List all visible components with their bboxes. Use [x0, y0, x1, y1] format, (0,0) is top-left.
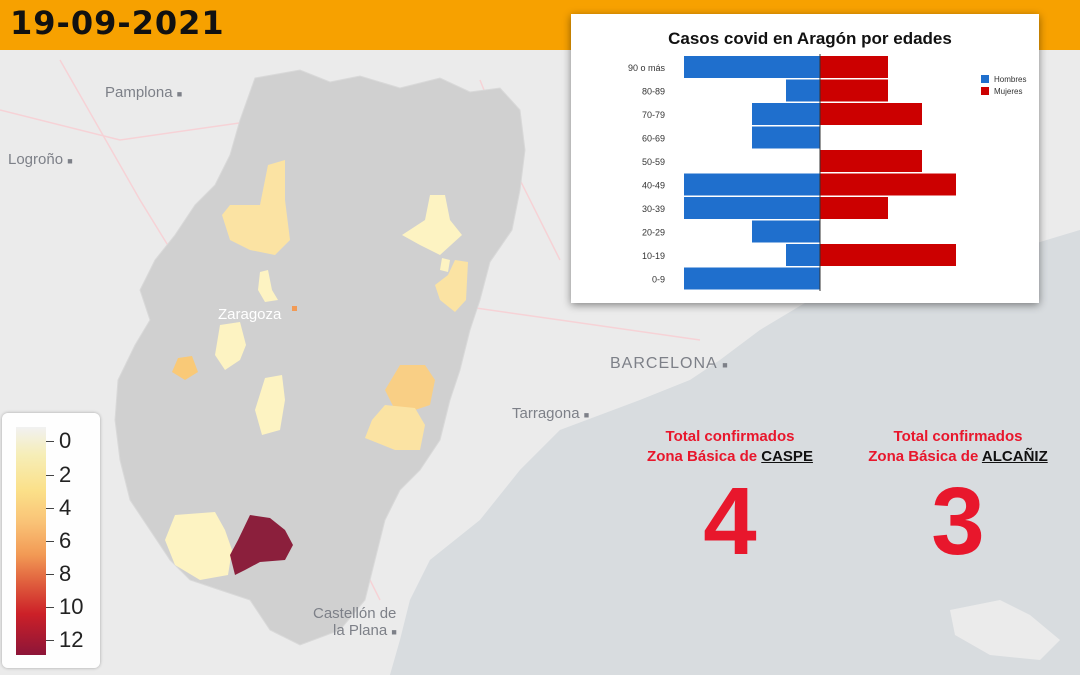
color-scale-gradient [16, 427, 46, 655]
category-label: 30-39 [642, 204, 665, 214]
stat-title: Total confirmados [665, 428, 795, 445]
zone-c[interactable] [435, 260, 468, 312]
city-label-tarragona: Tarragona ■ [512, 405, 590, 422]
legend-label: 10 [59, 594, 84, 619]
zone-d[interactable] [258, 270, 278, 302]
bar-hombres [684, 173, 820, 196]
bar-hombres [786, 79, 820, 102]
legend-tick [46, 607, 54, 608]
legend-tick [46, 640, 54, 641]
stat-caspe: Total confirmados Zona Básica de CASPE 4 [610, 427, 850, 577]
bar-hombres [752, 126, 820, 149]
bar-hombres [786, 244, 820, 266]
category-label: 20-29 [642, 228, 665, 238]
stat-zona-name: ALCAÑIZ [981, 448, 1048, 465]
legend-tick [46, 541, 54, 542]
legend-tick [46, 475, 54, 476]
stat-value: 4 [703, 468, 757, 575]
legend-label: 0 [59, 428, 72, 453]
city-label-castellon: Castellón de [313, 605, 397, 622]
legend-swatch [981, 75, 989, 83]
city-label-logrono: Logroño ■ [8, 151, 73, 168]
aragon-region[interactable] [114, 69, 526, 646]
color-scale-legend: 0 2 4 6 8 10 12 [2, 413, 100, 668]
date-label: 19-09-2021 [10, 4, 225, 42]
bar-mujeres [820, 150, 922, 172]
category-label: 40-49 [642, 181, 665, 191]
stat-zona-name: CASPE [761, 448, 813, 465]
zone-a[interactable] [222, 160, 290, 255]
zone-high[interactable] [230, 515, 293, 575]
bar-mujeres [820, 56, 888, 78]
bar-mujeres [820, 103, 922, 125]
legend-label: 4 [59, 495, 72, 520]
bar-hombres [684, 197, 820, 219]
stat-title: Total confirmados [893, 428, 1023, 445]
bar-mujeres [820, 197, 888, 219]
zone-e[interactable] [215, 322, 246, 370]
category-label: 0-9 [652, 275, 665, 285]
legend-swatch [981, 87, 989, 95]
city-label-barcelona: BARCELONA ■ [610, 355, 729, 372]
zone-f[interactable] [172, 356, 198, 380]
bar-hombres [684, 56, 820, 78]
age-pyramid-chart: Casos covid en Aragón por edades 90 o más… [628, 29, 1026, 291]
bar-hombres [684, 267, 820, 290]
category-label: 90 o más [628, 63, 666, 73]
category-label: 80-89 [642, 87, 665, 97]
city-label-zaragoza: Zaragoza [218, 306, 282, 323]
legend-label: 8 [59, 561, 72, 586]
legend-tick [46, 441, 54, 442]
island [950, 600, 1060, 660]
bar-mujeres [820, 79, 888, 102]
zone-marker [292, 306, 297, 311]
city-label-pamplona: Pamplona ■ [105, 84, 183, 101]
city-label-la-plana: la Plana ■ [333, 622, 397, 639]
category-label: 50-59 [642, 157, 665, 167]
age-chart-card: Casos covid en Aragón por edades 90 o más… [571, 14, 1039, 303]
zone-i[interactable] [365, 405, 425, 450]
bar-mujeres [820, 244, 956, 266]
legend-label: 2 [59, 462, 72, 487]
legend-entry: Mujeres [994, 87, 1022, 96]
stat-alcaniz: Total confirmados Zona Básica de ALCAÑIZ… [838, 427, 1078, 577]
stat-subtitle: Zona Básica de ALCAÑIZ [868, 448, 1048, 465]
bar-hombres [752, 103, 820, 125]
chart-title: Casos covid en Aragón por edades [668, 29, 952, 48]
sea-area [390, 230, 1080, 675]
category-label: 10-19 [642, 251, 665, 261]
bar-hombres [752, 220, 820, 243]
stat-value: 3 [931, 468, 985, 575]
legend-label: 6 [59, 528, 72, 553]
legend-tick [46, 574, 54, 575]
legend-entry: Hombres [994, 75, 1026, 84]
category-label: 70-79 [642, 110, 665, 120]
zone-b[interactable] [402, 195, 462, 255]
legend-label: 12 [59, 627, 84, 652]
bar-mujeres [820, 173, 956, 196]
zone-j[interactable] [165, 512, 232, 580]
zone-h[interactable] [385, 365, 435, 410]
zone-g[interactable] [255, 375, 285, 435]
zone-c2[interactable] [440, 258, 450, 272]
stat-subtitle: Zona Básica de CASPE [647, 448, 813, 465]
legend-tick [46, 508, 54, 509]
category-label: 60-69 [642, 134, 665, 144]
